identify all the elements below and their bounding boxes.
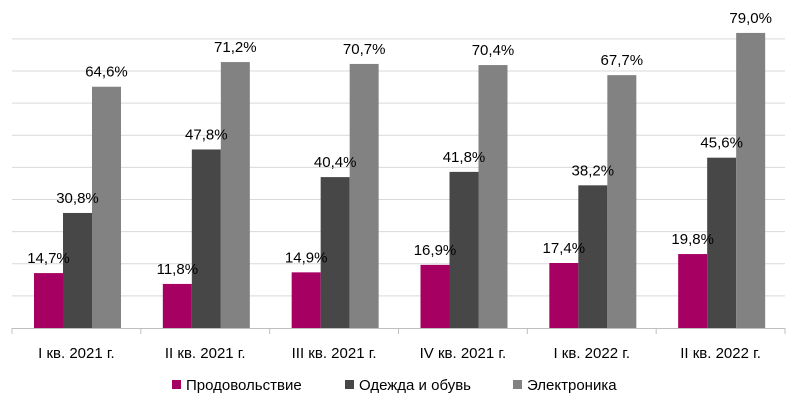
legend-swatch — [345, 380, 354, 389]
bar-2 — [63, 212, 92, 328]
bar-3 — [349, 63, 379, 329]
gridlines — [12, 38, 785, 297]
x-tick-label: III кв. 2021 г. — [292, 345, 377, 362]
data-label: 71,2% — [214, 39, 257, 56]
bar-1 — [162, 283, 192, 328]
data-label: 16,9% — [414, 242, 457, 259]
legend-swatch — [513, 380, 522, 389]
data-label: 19,8% — [671, 231, 714, 248]
bar-3 — [92, 86, 121, 329]
data-labels: 14,7% 30,8% 64,6% 11,8% 47,8% 71,2% 14,9% 40,4%… — [27, 10, 772, 278]
data-label: 14,9% — [285, 249, 328, 266]
legend-item: Одежда и обувь — [345, 377, 471, 394]
data-label: 64,6% — [85, 64, 128, 81]
legend-item: Продовольствие — [172, 377, 302, 394]
data-label: 14,7% — [27, 250, 70, 267]
data-label: 17,4% — [543, 240, 586, 257]
bar-1 — [549, 263, 579, 328]
bar-3 — [478, 65, 508, 328]
legend-item: Электроника — [513, 377, 617, 394]
bar-3 — [736, 32, 766, 329]
data-label: 40,4% — [314, 154, 357, 171]
x-tick-label: IV кв. 2021 г. — [420, 345, 507, 362]
legend-label: Одежда и обувь — [359, 377, 471, 394]
data-label: 47,8% — [185, 126, 228, 143]
data-label: 79,0% — [729, 10, 772, 27]
bar-2 — [707, 157, 737, 328]
bar-2 — [578, 185, 608, 328]
data-label: 41,8% — [443, 149, 486, 166]
bar-3 — [607, 75, 637, 328]
data-label: 70,4% — [472, 42, 515, 59]
bar-1 — [678, 254, 708, 328]
data-label: 11,8% — [157, 261, 198, 278]
x-tick-label: I кв. 2021 г. — [38, 345, 115, 362]
x-tick-label: II кв. 2022 г. — [680, 345, 761, 362]
bar-2 — [449, 171, 479, 328]
data-label: 38,2% — [572, 162, 615, 179]
legend: Продовольствие Одежда и обувь Электроника — [172, 377, 617, 394]
data-label: 45,6% — [700, 135, 743, 152]
data-label: 30,8% — [56, 190, 99, 207]
bar-3 — [220, 62, 250, 329]
bars — [34, 32, 766, 329]
legend-label: Продовольствие — [186, 377, 302, 394]
x-tick-label: I кв. 2022 г. — [553, 345, 630, 362]
bar-1 — [420, 264, 450, 328]
x-tick-label: II кв. 2021 г. — [165, 345, 246, 362]
data-label: 67,7% — [601, 52, 644, 69]
x-axis: I кв. 2021 г. II кв. 2021 г. III кв. 2021 … — [11, 328, 786, 362]
bar-1 — [34, 273, 63, 328]
legend-swatch — [172, 380, 181, 389]
bar-2 — [320, 177, 350, 328]
legend-label: Электроника — [527, 377, 617, 394]
data-label: 70,7% — [343, 41, 386, 58]
bar-2 — [191, 149, 221, 328]
bar-1 — [291, 272, 321, 328]
